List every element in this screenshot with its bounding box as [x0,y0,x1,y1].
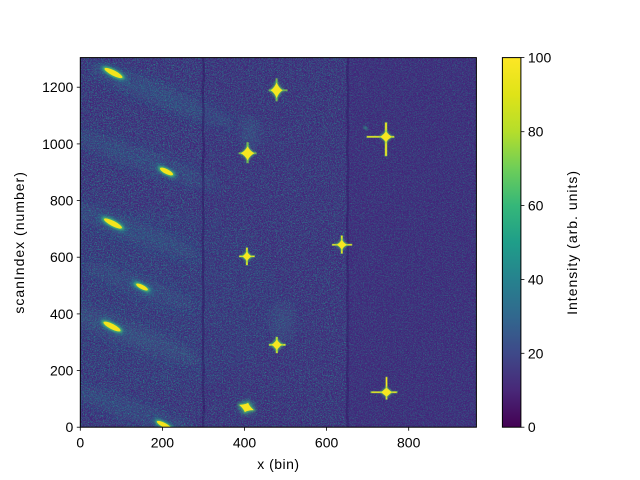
svg-text:800: 800 [50,193,74,209]
svg-text:20: 20 [528,345,544,361]
svg-text:600: 600 [50,249,74,265]
svg-text:600: 600 [315,435,339,451]
svg-text:40: 40 [528,271,544,287]
svg-text:0: 0 [76,435,84,451]
svg-text:80: 80 [528,124,544,140]
svg-text:400: 400 [50,306,74,322]
svg-text:60: 60 [528,198,544,214]
svg-text:1000: 1000 [42,136,73,152]
svg-text:scanIndex (number): scanIndex (number) [11,171,27,314]
svg-text:800: 800 [397,435,421,451]
svg-text:1200: 1200 [42,79,73,95]
svg-text:0: 0 [66,419,74,435]
svg-text:200: 200 [151,435,175,451]
svg-text:200: 200 [50,363,74,379]
svg-text:x (bin): x (bin) [257,456,299,472]
svg-text:400: 400 [233,435,257,451]
svg-text:Intensity (arb. units): Intensity (arb. units) [564,170,580,315]
svg-text:0: 0 [528,419,536,435]
svg-text:100: 100 [528,50,552,66]
